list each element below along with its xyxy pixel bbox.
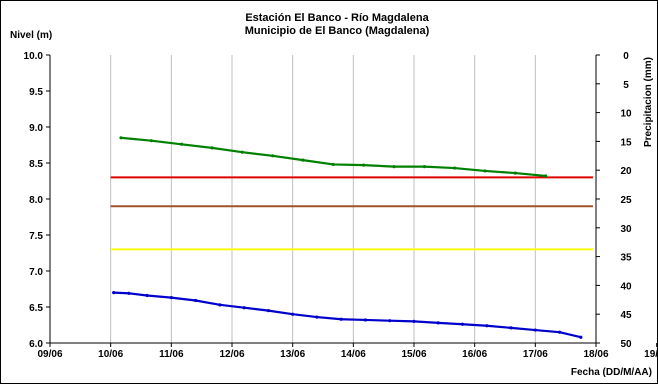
y-tick-label: 6.0 (29, 339, 43, 350)
data-point (301, 158, 305, 162)
chart-title: Estación El Banco - Río Magdalena (245, 12, 429, 24)
data-point (392, 165, 396, 169)
series-line-0 (120, 136, 546, 178)
y-tick-label: 7.5 (29, 231, 43, 242)
y2-tick-label: 20 (620, 166, 632, 177)
y2-axis-label: Precipitacion (mm) (643, 57, 654, 147)
data-point (180, 142, 184, 146)
y-tick-label: 8.5 (29, 159, 43, 170)
y2-tick-label: 50 (620, 339, 632, 350)
x-tick-label: 12/06 (219, 349, 244, 360)
y2-tick-label: 10 (620, 109, 632, 120)
x-tick-label: 19/06 (644, 349, 658, 360)
data-point (422, 165, 426, 169)
y2-tick-label: 5 (623, 80, 629, 91)
y-tick-label: 7.0 (29, 267, 43, 278)
data-point (291, 312, 295, 316)
data-point (242, 306, 246, 310)
x-tick-label: 16/06 (462, 349, 487, 360)
y2-tick-label: 25 (620, 195, 632, 206)
y-tick-label: 9.5 (29, 87, 43, 98)
x-tick-label: 13/06 (280, 349, 305, 360)
x-tick-label: 18/06 (583, 349, 608, 360)
series-line-1 (113, 291, 582, 339)
x-tick-label: 14/06 (341, 349, 366, 360)
data-point (240, 150, 244, 154)
data-point (271, 154, 275, 158)
x-axis-label: Fecha (DD/M/AA) (571, 367, 652, 378)
y2-tick-label: 45 (620, 310, 632, 321)
y-tick-label: 10.0 (24, 51, 44, 62)
y2-tick-label: 0 (623, 51, 629, 62)
data-point (558, 330, 562, 334)
data-point (460, 322, 465, 326)
data-point (509, 326, 513, 330)
data-point (579, 335, 583, 339)
y2-tick-label: 30 (620, 224, 632, 235)
x-tick-label: 10/06 (98, 349, 123, 360)
data-point (119, 136, 123, 140)
x-tick-label: 11/06 (159, 349, 184, 360)
data-point (331, 162, 335, 167)
data-point (362, 163, 366, 167)
data-point (453, 166, 457, 170)
data-point (436, 321, 440, 325)
data-point (112, 291, 116, 295)
y-axis-label: Nivel (m) (10, 30, 52, 41)
data-point (127, 291, 131, 295)
y2-tick-label: 15 (620, 137, 632, 148)
y-tick-label: 8.0 (29, 195, 43, 206)
data-point (363, 318, 368, 322)
data-point (483, 169, 487, 173)
data-point (145, 293, 149, 298)
data-point (169, 296, 173, 300)
data-point (485, 324, 489, 328)
data-point (149, 139, 153, 143)
x-tick-label: 15/06 (401, 349, 426, 360)
data-point (533, 328, 537, 332)
y-tick-label: 9.0 (29, 123, 43, 134)
x-tick-label: 09/06 (37, 349, 62, 360)
data-point (210, 146, 214, 150)
data-point (315, 315, 319, 319)
data-point (544, 174, 548, 178)
data-point (339, 317, 343, 321)
y-tick-label: 6.5 (29, 303, 43, 314)
y2-tick-label: 40 (620, 281, 632, 292)
data-point (412, 319, 416, 323)
data-point (218, 303, 222, 307)
chart-subtitle: Municipio de El Banco (Magdalena) (245, 25, 430, 37)
data-point (266, 309, 270, 313)
x-tick-label: 17/06 (523, 349, 548, 360)
data-point (388, 319, 392, 323)
data-point (513, 171, 517, 175)
data-point (194, 298, 198, 303)
y2-tick-label: 35 (620, 253, 632, 264)
